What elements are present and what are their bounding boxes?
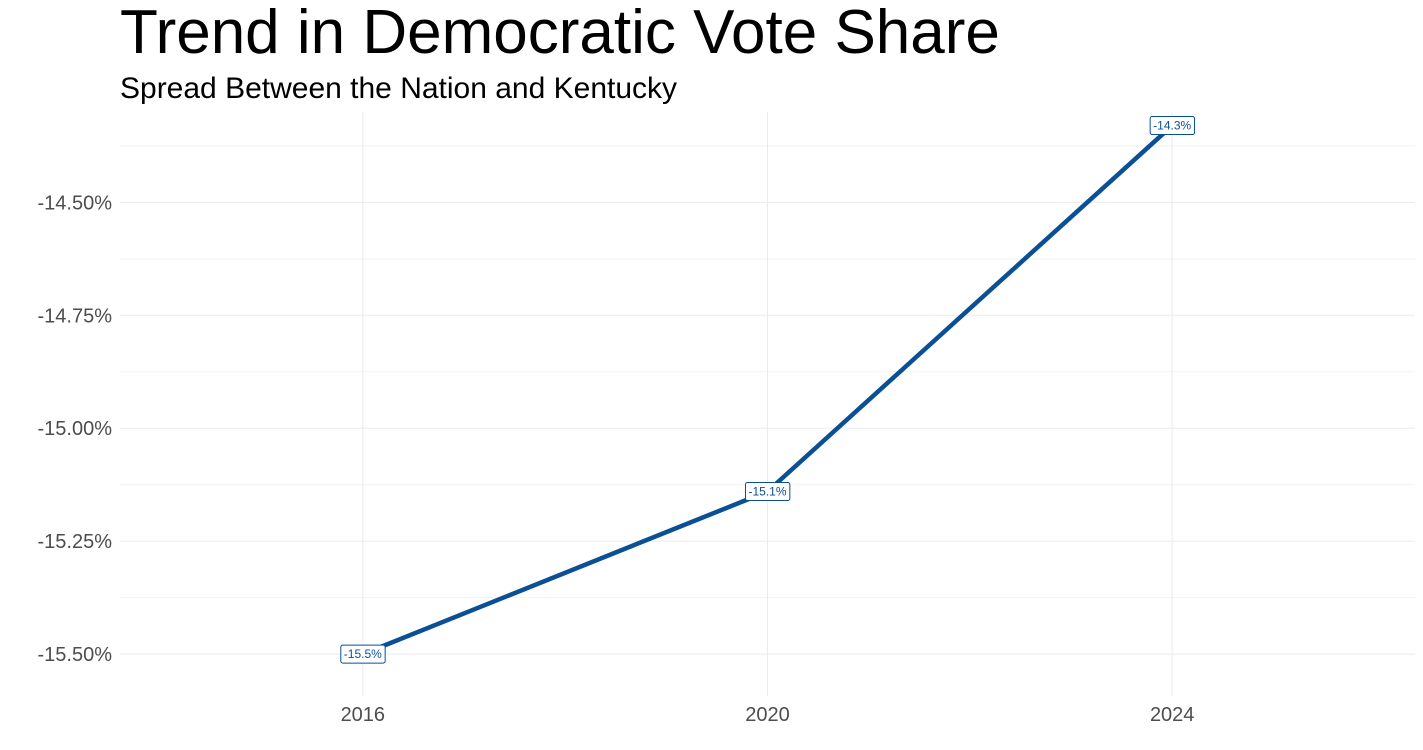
data-label: -15.5% <box>340 644 386 664</box>
data-label: -15.1% <box>744 481 791 501</box>
data-labels: -15.5% -15.1% -14.3% <box>340 116 1196 664</box>
y-tick-label: -14.75% <box>38 305 113 327</box>
chart-subtitle: Spread Between the Nation and Kentucky <box>120 72 678 105</box>
data-label-box <box>744 481 791 501</box>
y-tick-label: -15.50% <box>38 644 113 666</box>
y-tick-label: -15.00% <box>38 418 113 440</box>
data-label-text: -15.5% <box>344 647 382 661</box>
data-label-box <box>1149 116 1196 136</box>
x-tick-label: 2024 <box>1150 704 1195 726</box>
x-axis: 2016 2020 2024 <box>341 704 1195 726</box>
data-label: -14.3% <box>1149 116 1196 136</box>
y-tick-label: -14.50% <box>38 192 113 214</box>
y-axis: -15.50% -15.25% -15.00% -14.75% -14.50% <box>38 192 113 666</box>
y-tick-label: -15.25% <box>38 531 113 553</box>
data-label-text: -14.3% <box>1153 119 1191 133</box>
x-tick-label: 2020 <box>745 704 790 726</box>
grid <box>120 112 1415 696</box>
data-label-text: -15.1% <box>748 484 786 498</box>
data-label-box <box>340 644 386 664</box>
chart-title: Trend in Democratic Vote Share <box>120 0 1000 67</box>
x-tick-label: 2016 <box>341 704 386 726</box>
